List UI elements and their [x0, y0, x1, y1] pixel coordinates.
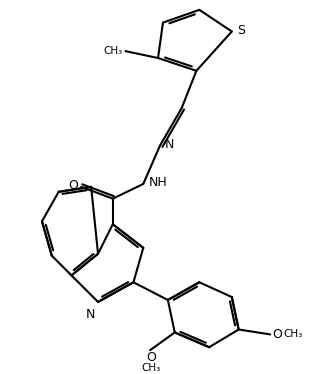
Text: CH₃: CH₃ — [283, 329, 302, 340]
Text: CH₃: CH₃ — [141, 363, 161, 373]
Text: O: O — [272, 328, 282, 341]
Text: CH₃: CH₃ — [103, 46, 123, 56]
Text: NH: NH — [149, 177, 168, 190]
Text: O: O — [146, 351, 156, 364]
Text: S: S — [237, 24, 245, 37]
Text: O: O — [68, 180, 78, 192]
Text: N: N — [165, 138, 174, 151]
Text: N: N — [86, 308, 95, 321]
